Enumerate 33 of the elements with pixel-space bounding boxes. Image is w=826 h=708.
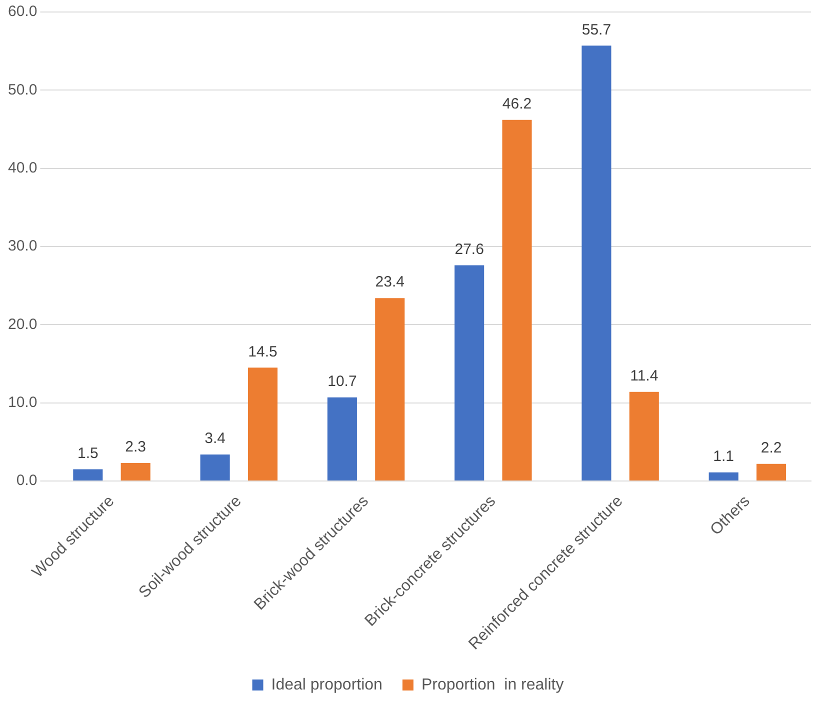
data-label: 23.4 — [375, 274, 404, 291]
data-label: 2.2 — [760, 439, 782, 456]
data-label: 10.7 — [328, 373, 357, 390]
bar — [120, 463, 150, 481]
legend-label: Ideal proportion — [271, 676, 382, 694]
legend-label: Proportion in reality — [421, 676, 564, 694]
data-label: 14.5 — [248, 343, 278, 360]
y-tick-label: 10.0 — [8, 394, 38, 411]
bar — [582, 46, 612, 481]
data-label: 55.7 — [582, 21, 612, 38]
y-tick-label: 50.0 — [8, 81, 38, 98]
bar — [454, 265, 484, 481]
bar — [327, 397, 357, 481]
bar — [200, 454, 230, 481]
y-tick-label: 40.0 — [8, 159, 38, 176]
bar — [502, 120, 532, 481]
bar — [375, 298, 405, 481]
data-label: 27.6 — [454, 240, 484, 258]
bar — [756, 464, 786, 481]
y-tick-label: 20.0 — [8, 316, 38, 333]
y-tick-label: 60.0 — [8, 3, 38, 20]
bar — [629, 392, 659, 481]
data-label: 46.2 — [502, 96, 532, 113]
bar — [73, 469, 103, 481]
data-label: 3.4 — [204, 430, 226, 448]
data-label: 1.5 — [77, 444, 98, 462]
data-label: 11.4 — [630, 368, 658, 385]
data-label: 1.1 — [713, 448, 734, 466]
y-tick-label: 30.0 — [8, 238, 38, 255]
data-label: 2.3 — [125, 438, 146, 456]
bar — [708, 472, 738, 481]
bar — [248, 368, 278, 481]
y-tick-label: 0.0 — [16, 472, 38, 490]
